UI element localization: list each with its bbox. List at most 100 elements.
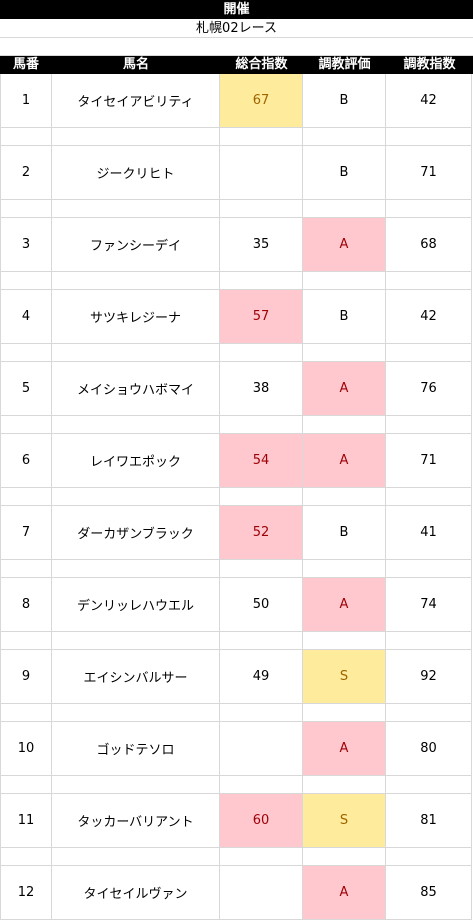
horse-name-cell: デンリッレハウエル [52, 578, 220, 632]
horse-number-cell: 9 [0, 650, 52, 704]
spacer-cell [52, 632, 220, 650]
horse-number-cell: 4 [0, 290, 52, 344]
spacer-row [0, 560, 473, 578]
spacer-cell [52, 416, 220, 434]
training-eval-cell: A [303, 218, 386, 272]
table-row: 9 エイシンバルサー 49 S 92 [0, 650, 473, 704]
training-eval-cell: A [303, 362, 386, 416]
spacer-cell [0, 272, 52, 290]
spacer-cell [52, 560, 220, 578]
spacer-cell [303, 560, 386, 578]
spacer-cell [303, 488, 386, 506]
horse-name-cell: ゴッドテソロ [52, 722, 220, 776]
table-row: 2 ジークリヒト B 71 [0, 146, 473, 200]
spacer-cell [0, 344, 52, 362]
spacer-cell [220, 776, 303, 794]
horse-name-cell: エイシンバルサー [52, 650, 220, 704]
table-row: 4 サツキレジーナ 57 B 42 [0, 290, 473, 344]
spacer-cell [220, 272, 303, 290]
total-index-cell: 57 [220, 290, 303, 344]
training-index-cell: 42 [386, 74, 472, 128]
spacer-cell [52, 776, 220, 794]
training-eval-cell: S [303, 794, 386, 848]
spacer-row [0, 344, 473, 362]
spacer-cell [0, 704, 52, 722]
horse-name-cell: ダーカザンブラック [52, 506, 220, 560]
spacer-row [0, 488, 473, 506]
spacer-cell [386, 344, 472, 362]
horse-name-cell: ファンシーデイ [52, 218, 220, 272]
spacer-cell [386, 704, 472, 722]
spacer-cell [0, 416, 52, 434]
spacer-cell [386, 416, 472, 434]
training-eval-cell: S [303, 650, 386, 704]
spacer-cell [303, 632, 386, 650]
spacer-cell [52, 344, 220, 362]
total-index-cell [220, 722, 303, 776]
total-index-cell: 60 [220, 794, 303, 848]
training-index-cell: 81 [386, 794, 472, 848]
table-row: 8 デンリッレハウエル 50 A 74 [0, 578, 473, 632]
spacer-cell [303, 344, 386, 362]
spacer-cell [52, 488, 220, 506]
spacer-cell [220, 632, 303, 650]
header-training-index: 調教指数 [403, 57, 456, 72]
horse-number-cell: 12 [0, 866, 52, 920]
spacer-cell [386, 848, 472, 866]
table-row: 3 ファンシーデイ 35 A 68 [0, 218, 473, 272]
table-row: 6 レイワエポック 54 A 71 [0, 434, 473, 488]
spacer-row [0, 128, 473, 146]
training-eval-cell: A [303, 578, 386, 632]
spacer-cell [386, 632, 472, 650]
table-row: 10 ゴッドテソロ A 80 [0, 722, 473, 776]
training-eval-cell: A [303, 434, 386, 488]
spacer-cell [386, 272, 472, 290]
spacer-cell [220, 416, 303, 434]
spacer-cell [0, 560, 52, 578]
total-index-cell: 52 [220, 506, 303, 560]
horse-number-cell: 10 [0, 722, 52, 776]
horse-number-cell: 6 [0, 434, 52, 488]
spacer-cell [0, 200, 52, 218]
spacer-cell [386, 200, 472, 218]
table-row: 1 タイセイアビリティ 67 B 42 [0, 74, 473, 128]
total-index-cell: 50 [220, 578, 303, 632]
spacer-cell [0, 848, 52, 866]
horse-name-cell: ジークリヒト [52, 146, 220, 200]
horse-name-cell: メイショウハボマイ [52, 362, 220, 416]
spacer-cell [386, 776, 472, 794]
blank-row [0, 38, 473, 56]
training-eval-cell: A [303, 722, 386, 776]
spacer-cell [386, 488, 472, 506]
spacer-cell [303, 848, 386, 866]
horse-number-cell: 8 [0, 578, 52, 632]
spacer-cell [220, 344, 303, 362]
horse-number-cell: 5 [0, 362, 52, 416]
spacer-row [0, 272, 473, 290]
sheet-title: 開催 [0, 0, 473, 19]
training-index-cell: 71 [386, 146, 472, 200]
spacer-cell [220, 560, 303, 578]
header-total-index: 総合指数 [235, 57, 288, 72]
table-row: 12 タイセイルヴァン A 85 [0, 866, 473, 920]
spacer-cell [303, 272, 386, 290]
spacer-cell [0, 632, 52, 650]
total-index-cell: 54 [220, 434, 303, 488]
spacer-cell [303, 416, 386, 434]
training-eval-cell: B [303, 290, 386, 344]
spacer-cell [220, 704, 303, 722]
training-index-cell: 71 [386, 434, 472, 488]
spacer-cell [303, 776, 386, 794]
spacer-cell [0, 488, 52, 506]
horse-number-cell: 11 [0, 794, 52, 848]
race-subtitle: 札幌02レース [0, 19, 473, 38]
spacer-cell [220, 128, 303, 146]
spacer-cell [220, 848, 303, 866]
spacer-cell [303, 200, 386, 218]
training-index-cell: 42 [386, 290, 472, 344]
spacer-cell [303, 704, 386, 722]
training-index-cell: 74 [386, 578, 472, 632]
spacer-cell [220, 200, 303, 218]
spacer-cell [0, 128, 52, 146]
horse-name-cell: タイセイルヴァン [52, 866, 220, 920]
